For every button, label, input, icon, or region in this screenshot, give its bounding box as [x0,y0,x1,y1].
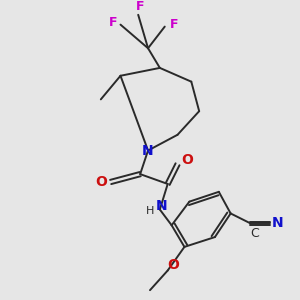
Text: N: N [142,143,154,158]
Text: C: C [250,226,259,240]
Text: N: N [156,199,168,213]
Text: F: F [136,0,144,14]
Text: O: O [182,153,193,167]
Text: N: N [272,216,284,230]
Text: O: O [95,175,107,189]
Text: F: F [170,18,179,31]
Text: H: H [146,206,154,217]
Text: O: O [168,258,179,272]
Text: F: F [108,16,117,29]
